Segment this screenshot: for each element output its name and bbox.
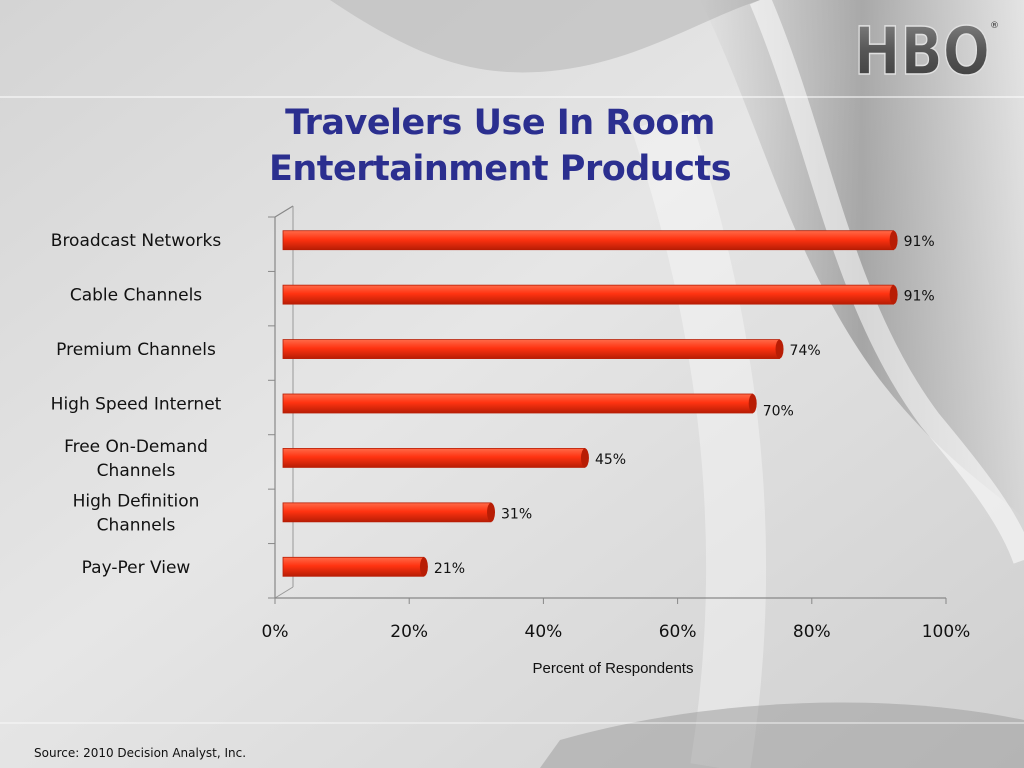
chart-title-line-2: Entertainment Products — [268, 149, 732, 189]
bar-value-label: 70% — [763, 404, 794, 420]
bar-end-cap — [748, 394, 757, 413]
category-label: Cable Channels — [70, 286, 202, 306]
bar-value-label: 21% — [434, 561, 465, 577]
bar — [282, 230, 895, 251]
category-label: Channels — [97, 461, 176, 481]
x-tick-label: 0% — [262, 622, 289, 642]
bar-end-cap — [419, 557, 428, 577]
x-tick-label: 20% — [390, 622, 428, 642]
category-label: Pay-Per View — [82, 558, 191, 578]
axis-depth-bottom — [274, 586, 294, 599]
bar-value-label: 31% — [501, 506, 532, 522]
x-tick-label: 80% — [793, 622, 831, 642]
source-note: Source: 2010 Decision Analyst, Inc. — [34, 746, 247, 760]
hbo-logo-text: HBO — [854, 14, 990, 80]
chart-title: Travelers Use In Room Entertainment Prod… — [0, 100, 1000, 192]
bar-value-label: 91% — [904, 289, 935, 305]
x-tick-label: 60% — [659, 622, 697, 642]
category-label: High Speed Internet — [51, 395, 222, 415]
x-axis-title: Percent of Respondents — [533, 660, 694, 677]
category-label: Channels — [97, 515, 176, 535]
bar — [282, 448, 586, 468]
axis-depth-top — [274, 205, 294, 218]
chart-title-line-1: Travelers Use In Room — [285, 103, 715, 143]
bar — [282, 393, 754, 414]
bar — [282, 284, 895, 305]
category-label: Broadcast Networks — [51, 231, 222, 251]
bar-end-cap — [889, 285, 898, 305]
bar-end-cap — [775, 339, 784, 359]
hbo-logo: HBO ® — [853, 14, 999, 80]
category-label: Free On-Demand — [64, 437, 208, 457]
x-tick-label: 100% — [922, 622, 971, 642]
bar — [282, 556, 425, 577]
bar-end-cap — [889, 230, 898, 250]
category-label: High Definition — [73, 491, 200, 511]
x-tick-label: 40% — [525, 622, 563, 642]
category-label: Premium Channels — [56, 340, 216, 360]
bar-value-label: 74% — [790, 343, 821, 359]
bar — [282, 502, 492, 523]
bar-value-label: 45% — [595, 452, 626, 468]
bar-end-cap — [580, 448, 589, 468]
bar — [282, 339, 780, 359]
bar-chart: 0% 20% 40% 60% 80% 100% Percent of Respondents… — [51, 205, 971, 677]
registered-mark: ® — [990, 21, 999, 31]
bar-end-cap — [487, 502, 496, 522]
bar-value-label: 91% — [904, 234, 935, 250]
